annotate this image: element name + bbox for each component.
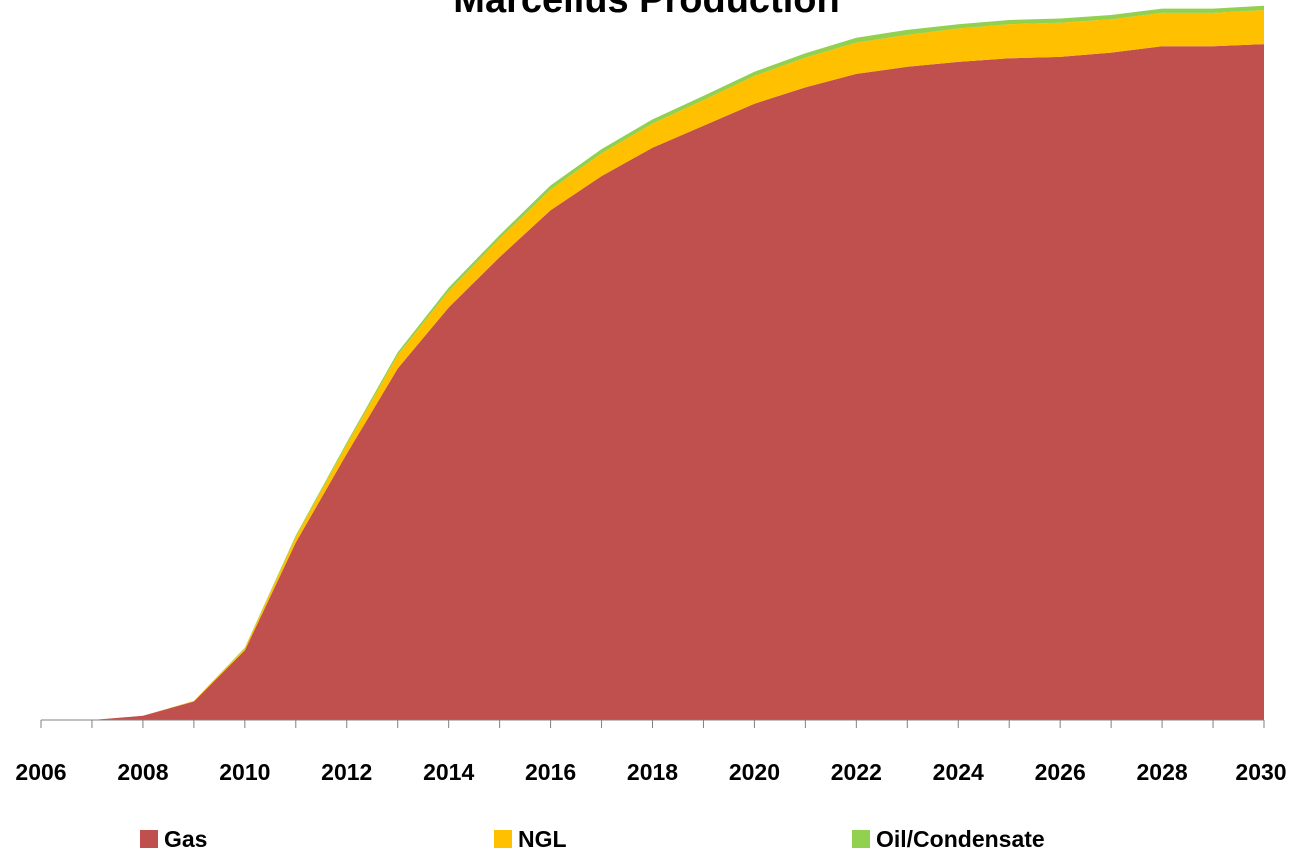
legend-item-ngl: NGL — [494, 826, 567, 852]
x-tick-label: 2024 — [933, 759, 984, 785]
area-layers — [41, 5, 1264, 721]
x-tick-label: 2012 — [321, 759, 372, 785]
legend-item-gas: Gas — [140, 826, 207, 852]
x-tick-label: 2028 — [1136, 759, 1187, 785]
x-tick-label: 2026 — [1035, 759, 1086, 785]
x-tick-label: 2010 — [219, 759, 270, 785]
x-tick-label: 2022 — [831, 759, 882, 785]
x-tick-label: 2020 — [729, 759, 780, 785]
x-tick-label: 2006 — [15, 759, 66, 785]
x-tick-label: 2014 — [423, 759, 474, 785]
legend-label-ngl: NGL — [518, 826, 567, 852]
x-tick-label: 2008 — [117, 759, 168, 785]
legend-item-oil-condensate: Oil/Condensate — [852, 826, 1045, 852]
x-axis — [40, 719, 1265, 728]
x-tick-labels: 2006 2008 2010 2012 2014 2016 2018 2020 2022 2024… — [15, 759, 1286, 785]
legend-label-gas: Gas — [164, 826, 208, 852]
x-tick-label: 2018 — [627, 759, 678, 785]
x-tick-label: 2030 — [1235, 759, 1286, 785]
legend-swatch-gas — [140, 830, 158, 848]
chart-title: Marcellus Production — [453, 0, 840, 21]
area-series-gas — [41, 44, 1264, 720]
legend-swatch-ngl — [494, 830, 512, 848]
legend-label-oil-condensate: Oil/Condensate — [876, 826, 1045, 852]
x-tick-label: 2016 — [525, 759, 576, 785]
legend-swatch-oil-condensate — [852, 830, 870, 848]
